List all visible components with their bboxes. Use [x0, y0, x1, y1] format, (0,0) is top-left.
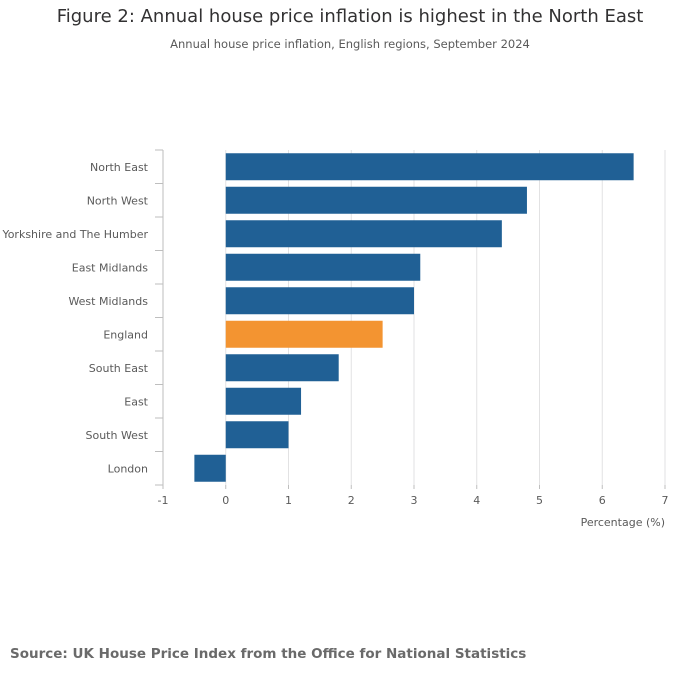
bar-south-west: [225, 421, 289, 449]
x-tick-label: 5: [536, 494, 543, 507]
bar-north-east: [225, 153, 634, 181]
bar-west-midlands: [225, 287, 414, 315]
category-label: North East: [90, 161, 149, 174]
bar-chart: -1 0 1 2 3 4 5 6 7 North East North West Yorkshire …: [1, 149, 669, 529]
x-tick-label: 0: [222, 494, 229, 507]
x-tick-label: 3: [411, 494, 418, 507]
chart-subtitle: Annual house price inflation, English re…: [170, 37, 530, 51]
category-label: South East: [89, 362, 149, 375]
category-label: Yorkshire and The Humber: [1, 228, 148, 241]
category-label: South West: [85, 429, 148, 442]
category-label: East Midlands: [72, 261, 149, 274]
bar-east-midlands: [225, 253, 421, 281]
x-tick-label: 2: [348, 494, 355, 507]
x-axis-title: Percentage (%): [581, 516, 665, 529]
source-note: Source: UK House Price Index from the Of…: [10, 646, 527, 662]
x-tick-label: 4: [473, 494, 480, 507]
chart-title: Figure 2: Annual house price inflation i…: [56, 6, 644, 27]
bar-south-east: [225, 354, 339, 382]
category-label: West Midlands: [68, 295, 148, 308]
bar-england: [225, 320, 383, 348]
bar-layer: [194, 153, 634, 482]
bar-yorkshire-and-the-humber: [225, 220, 502, 248]
bar-north-west: [225, 186, 527, 214]
category-label: England: [103, 328, 148, 341]
bar-london: [194, 454, 226, 482]
category-label: London: [108, 462, 148, 475]
bar-east: [225, 387, 302, 415]
x-tick-label: 6: [599, 494, 606, 507]
x-tick-label: 1: [285, 494, 292, 507]
axis-layer: -1 0 1 2 3 4 5 6 7 North East North West Yorkshire …: [1, 149, 669, 507]
x-tick-label: 7: [662, 494, 669, 507]
category-label: North West: [87, 194, 149, 207]
x-tick-label: -1: [158, 494, 169, 507]
category-label: East: [124, 395, 148, 408]
